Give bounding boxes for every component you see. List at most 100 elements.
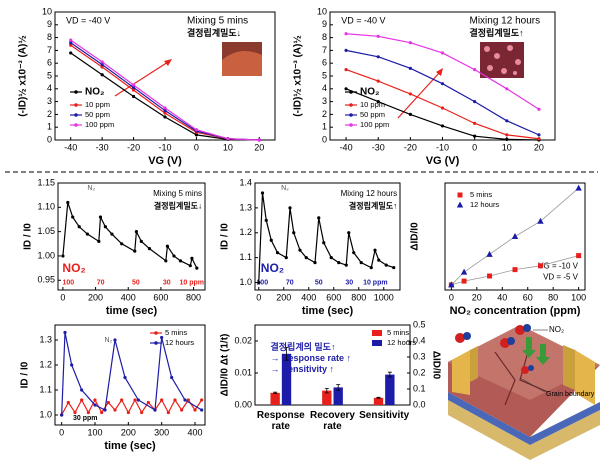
point — [163, 115, 167, 119]
y-tick-label: 9 — [47, 19, 52, 29]
point — [77, 225, 81, 229]
x-tick-label: 200 — [121, 427, 136, 437]
point — [461, 278, 467, 284]
point — [298, 248, 302, 252]
y-tick-label: 1.15 — [37, 177, 55, 187]
y-tick-label: 5 — [47, 70, 52, 80]
point — [133, 249, 137, 253]
x-tick-label: -10 — [436, 142, 449, 152]
annotation: NO₂ — [62, 261, 85, 275]
error-bar — [387, 371, 392, 378]
illustration-label: Grain boundary — [546, 391, 595, 398]
point — [146, 400, 150, 405]
x-tick-label: -10 — [158, 142, 171, 152]
point — [110, 232, 114, 236]
y-tick-label: 8 — [322, 32, 327, 42]
point — [359, 261, 363, 265]
annotation: N₂ — [281, 185, 289, 192]
x-axis-label: time (sec) — [106, 305, 158, 317]
point — [486, 250, 493, 257]
legend-label: 100 ppm — [360, 120, 389, 129]
arrow-head — [164, 59, 172, 66]
x-tick-label: 20 — [472, 292, 482, 302]
x-category-label: Recovery rate — [309, 410, 355, 432]
point — [537, 217, 544, 224]
y-tick-label: 1.0 — [239, 277, 252, 287]
x-tick-label: 100 — [571, 292, 586, 302]
point — [190, 256, 194, 260]
legend-swatch — [349, 90, 353, 94]
annotation: → Response rate ↑ — [271, 353, 352, 363]
point — [473, 134, 477, 138]
point — [103, 408, 107, 412]
point — [440, 106, 445, 110]
y-tick-label: 0.00 — [234, 399, 252, 409]
point — [165, 244, 170, 248]
point — [61, 254, 65, 258]
x-tick-label: 0 — [256, 292, 261, 302]
point — [172, 254, 176, 258]
x-tick-label: -30 — [372, 142, 385, 152]
point — [576, 253, 582, 259]
point — [505, 87, 509, 91]
annotation: 결정립계의 밀도↑ — [271, 341, 336, 352]
y2-tick-label: 0.4 — [413, 335, 426, 345]
inset-photo — [222, 51, 262, 76]
x-tick-label: 10 — [502, 142, 512, 152]
point — [120, 398, 124, 402]
error-bar — [284, 347, 289, 361]
annotation: 10 ppm — [363, 279, 388, 286]
legend-label: 12 hours — [470, 200, 499, 209]
point — [180, 408, 184, 412]
point — [93, 398, 97, 402]
point — [337, 261, 341, 265]
annotation: 30 — [345, 279, 353, 286]
point — [188, 264, 192, 268]
point — [193, 408, 197, 412]
point — [304, 256, 308, 260]
y-tick-label: 2 — [47, 109, 52, 119]
y-tick-label: 8 — [47, 32, 52, 42]
point — [313, 261, 317, 265]
point — [60, 413, 64, 417]
point — [317, 216, 321, 220]
point — [200, 398, 204, 402]
point — [440, 82, 445, 86]
y-tick-label: 1 — [322, 122, 327, 132]
y-tick-label: 6 — [47, 58, 52, 68]
point — [505, 137, 509, 141]
plot-frame — [254, 182, 401, 291]
annotation: VD = -40 V — [341, 15, 385, 25]
bar — [373, 397, 384, 405]
point — [160, 398, 164, 402]
point — [126, 410, 130, 415]
y2-axis-label: ΔID/I0 — [430, 351, 441, 380]
point — [392, 266, 396, 270]
x-tick-label: 20 — [254, 142, 264, 152]
annotation: Mixing 5 mins — [187, 16, 248, 27]
point — [473, 100, 477, 104]
y-axis-label: ΔID/I0 Δt (1/t) — [220, 334, 231, 397]
point — [373, 248, 377, 252]
point — [113, 338, 117, 342]
annotation: Mixing 12 hours — [470, 16, 541, 27]
point — [376, 79, 380, 83]
y-tick-label: 10 — [42, 6, 52, 16]
y-tick-label: 2 — [322, 109, 327, 119]
point — [85, 232, 89, 236]
point — [66, 400, 70, 405]
x-tick-label: 0 — [60, 292, 65, 302]
series-line — [61, 398, 203, 416]
annotation: 100 — [256, 279, 268, 286]
x-tick-label: 0 — [194, 142, 199, 152]
point — [69, 38, 73, 42]
point — [347, 231, 351, 235]
x-axis-label: VG (V) — [148, 155, 182, 167]
point — [166, 410, 170, 415]
x-tick-label: 400 — [187, 427, 202, 437]
point — [134, 230, 138, 234]
point — [322, 241, 326, 245]
y-tick-label: 7 — [322, 45, 327, 55]
